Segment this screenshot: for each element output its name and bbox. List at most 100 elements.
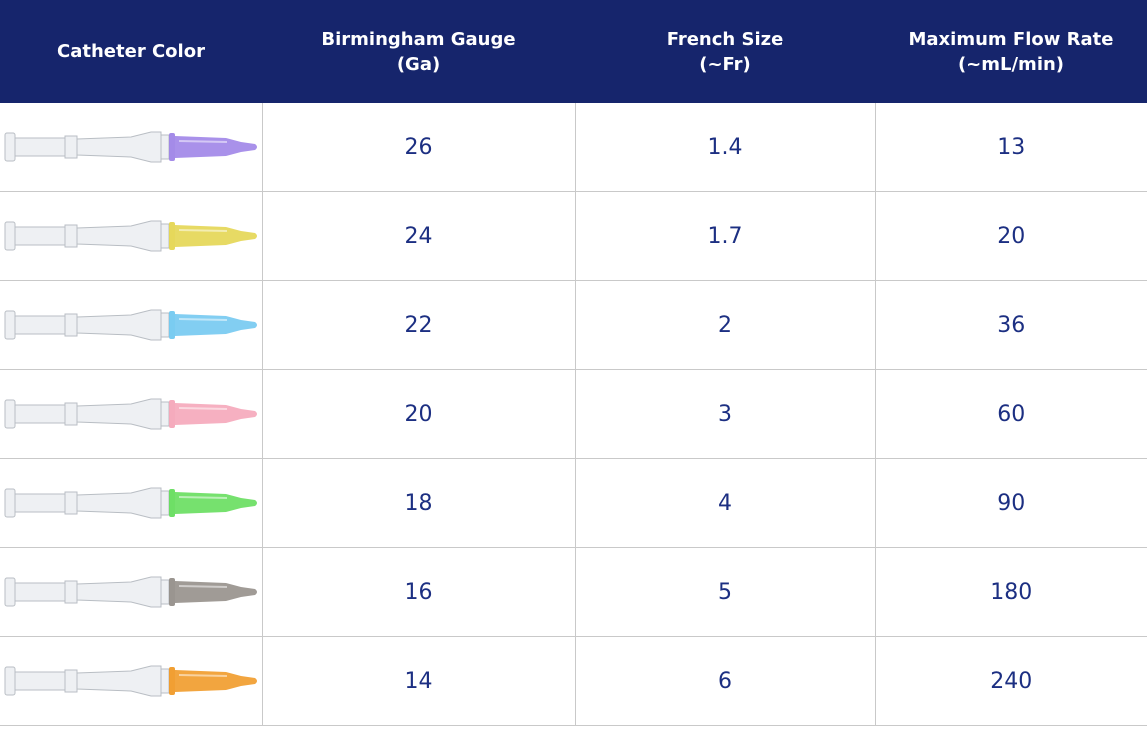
column-header: Catheter Color [0, 0, 262, 103]
gauge-cell: 26 [262, 103, 575, 192]
flow-cell: 90 [875, 459, 1147, 548]
catheter-icon [1, 305, 261, 345]
gauge-cell: 14 [262, 637, 575, 726]
catheter-part [175, 225, 257, 247]
french-cell: 2 [575, 281, 875, 370]
catheter-icon [1, 483, 261, 523]
catheter-part [169, 578, 175, 606]
catheter-part [65, 136, 77, 158]
catheter-part [161, 402, 169, 426]
catheter-part [15, 583, 65, 601]
french-cell: 5 [575, 548, 875, 637]
catheter-icon [1, 394, 261, 434]
catheter-part [179, 675, 227, 676]
catheter-part [65, 581, 77, 603]
catheter-part [65, 314, 77, 336]
catheter-part [175, 314, 257, 336]
catheter-part [175, 403, 257, 425]
catheter-part [15, 227, 65, 245]
catheter-part [15, 138, 65, 156]
page: Catheter ColorBirmingham Gauge(Ga)French… [0, 0, 1147, 731]
catheter-part [161, 580, 169, 604]
catheter-part [179, 497, 227, 498]
flow-cell: 180 [875, 548, 1147, 637]
catheter-part [65, 403, 77, 425]
catheter-cell [0, 548, 262, 637]
catheter-part [169, 400, 175, 428]
header-text: (~mL/min) [875, 52, 1147, 77]
catheter-part [161, 491, 169, 515]
flow-cell: 20 [875, 192, 1147, 281]
catheter-part [5, 578, 15, 606]
catheter-part [15, 405, 65, 423]
catheter-part [5, 311, 15, 339]
catheter-part [77, 399, 161, 429]
catheter-part [179, 408, 227, 409]
catheter-part [169, 222, 175, 250]
catheter-cell [0, 281, 262, 370]
catheter-part [77, 310, 161, 340]
catheter-part [77, 221, 161, 251]
catheter-part [179, 141, 227, 142]
catheter-icon [1, 572, 261, 612]
gauge-cell: 18 [262, 459, 575, 548]
catheter-part [169, 489, 175, 517]
catheter-part [15, 672, 65, 690]
header-text: Catheter Color [0, 39, 262, 64]
header-text: Birmingham Gauge [262, 27, 575, 52]
catheter-part [5, 489, 15, 517]
catheter-part [77, 666, 161, 696]
french-cell: 3 [575, 370, 875, 459]
catheter-part [175, 136, 257, 158]
flow-cell: 240 [875, 637, 1147, 726]
catheter-part [15, 316, 65, 334]
gauge-cell: 22 [262, 281, 575, 370]
catheter-icon [1, 127, 261, 167]
catheter-part [169, 667, 175, 695]
catheter-part [161, 669, 169, 693]
header-text: (~Fr) [575, 52, 875, 77]
catheter-part [161, 313, 169, 337]
gauge-cell: 24 [262, 192, 575, 281]
catheter-table: Catheter ColorBirmingham Gauge(Ga)French… [0, 0, 1147, 726]
catheter-part [179, 319, 227, 320]
flow-cell: 60 [875, 370, 1147, 459]
flow-cell: 13 [875, 103, 1147, 192]
french-cell: 1.4 [575, 103, 875, 192]
catheter-part [161, 135, 169, 159]
column-header: Maximum Flow Rate(~mL/min) [875, 0, 1147, 103]
catheter-part [169, 133, 175, 161]
catheter-part [77, 577, 161, 607]
catheter-cell [0, 637, 262, 726]
catheter-part [65, 492, 77, 514]
catheter-part [65, 225, 77, 247]
french-cell: 6 [575, 637, 875, 726]
catheter-part [77, 132, 161, 162]
french-cell: 1.7 [575, 192, 875, 281]
catheter-part [65, 670, 77, 692]
catheter-part [175, 581, 257, 603]
catheter-part [161, 224, 169, 248]
gauge-cell: 16 [262, 548, 575, 637]
catheter-part [179, 230, 227, 231]
catheter-part [77, 488, 161, 518]
catheter-part [5, 222, 15, 250]
catheter-part [15, 494, 65, 512]
header-text: Maximum Flow Rate [875, 27, 1147, 52]
catheter-part [5, 133, 15, 161]
catheter-part [175, 670, 257, 692]
catheter-part [175, 492, 257, 514]
catheter-part [169, 311, 175, 339]
catheter-icon [1, 216, 261, 256]
header-text: (Ga) [262, 52, 575, 77]
column-header: French Size(~Fr) [575, 0, 875, 103]
